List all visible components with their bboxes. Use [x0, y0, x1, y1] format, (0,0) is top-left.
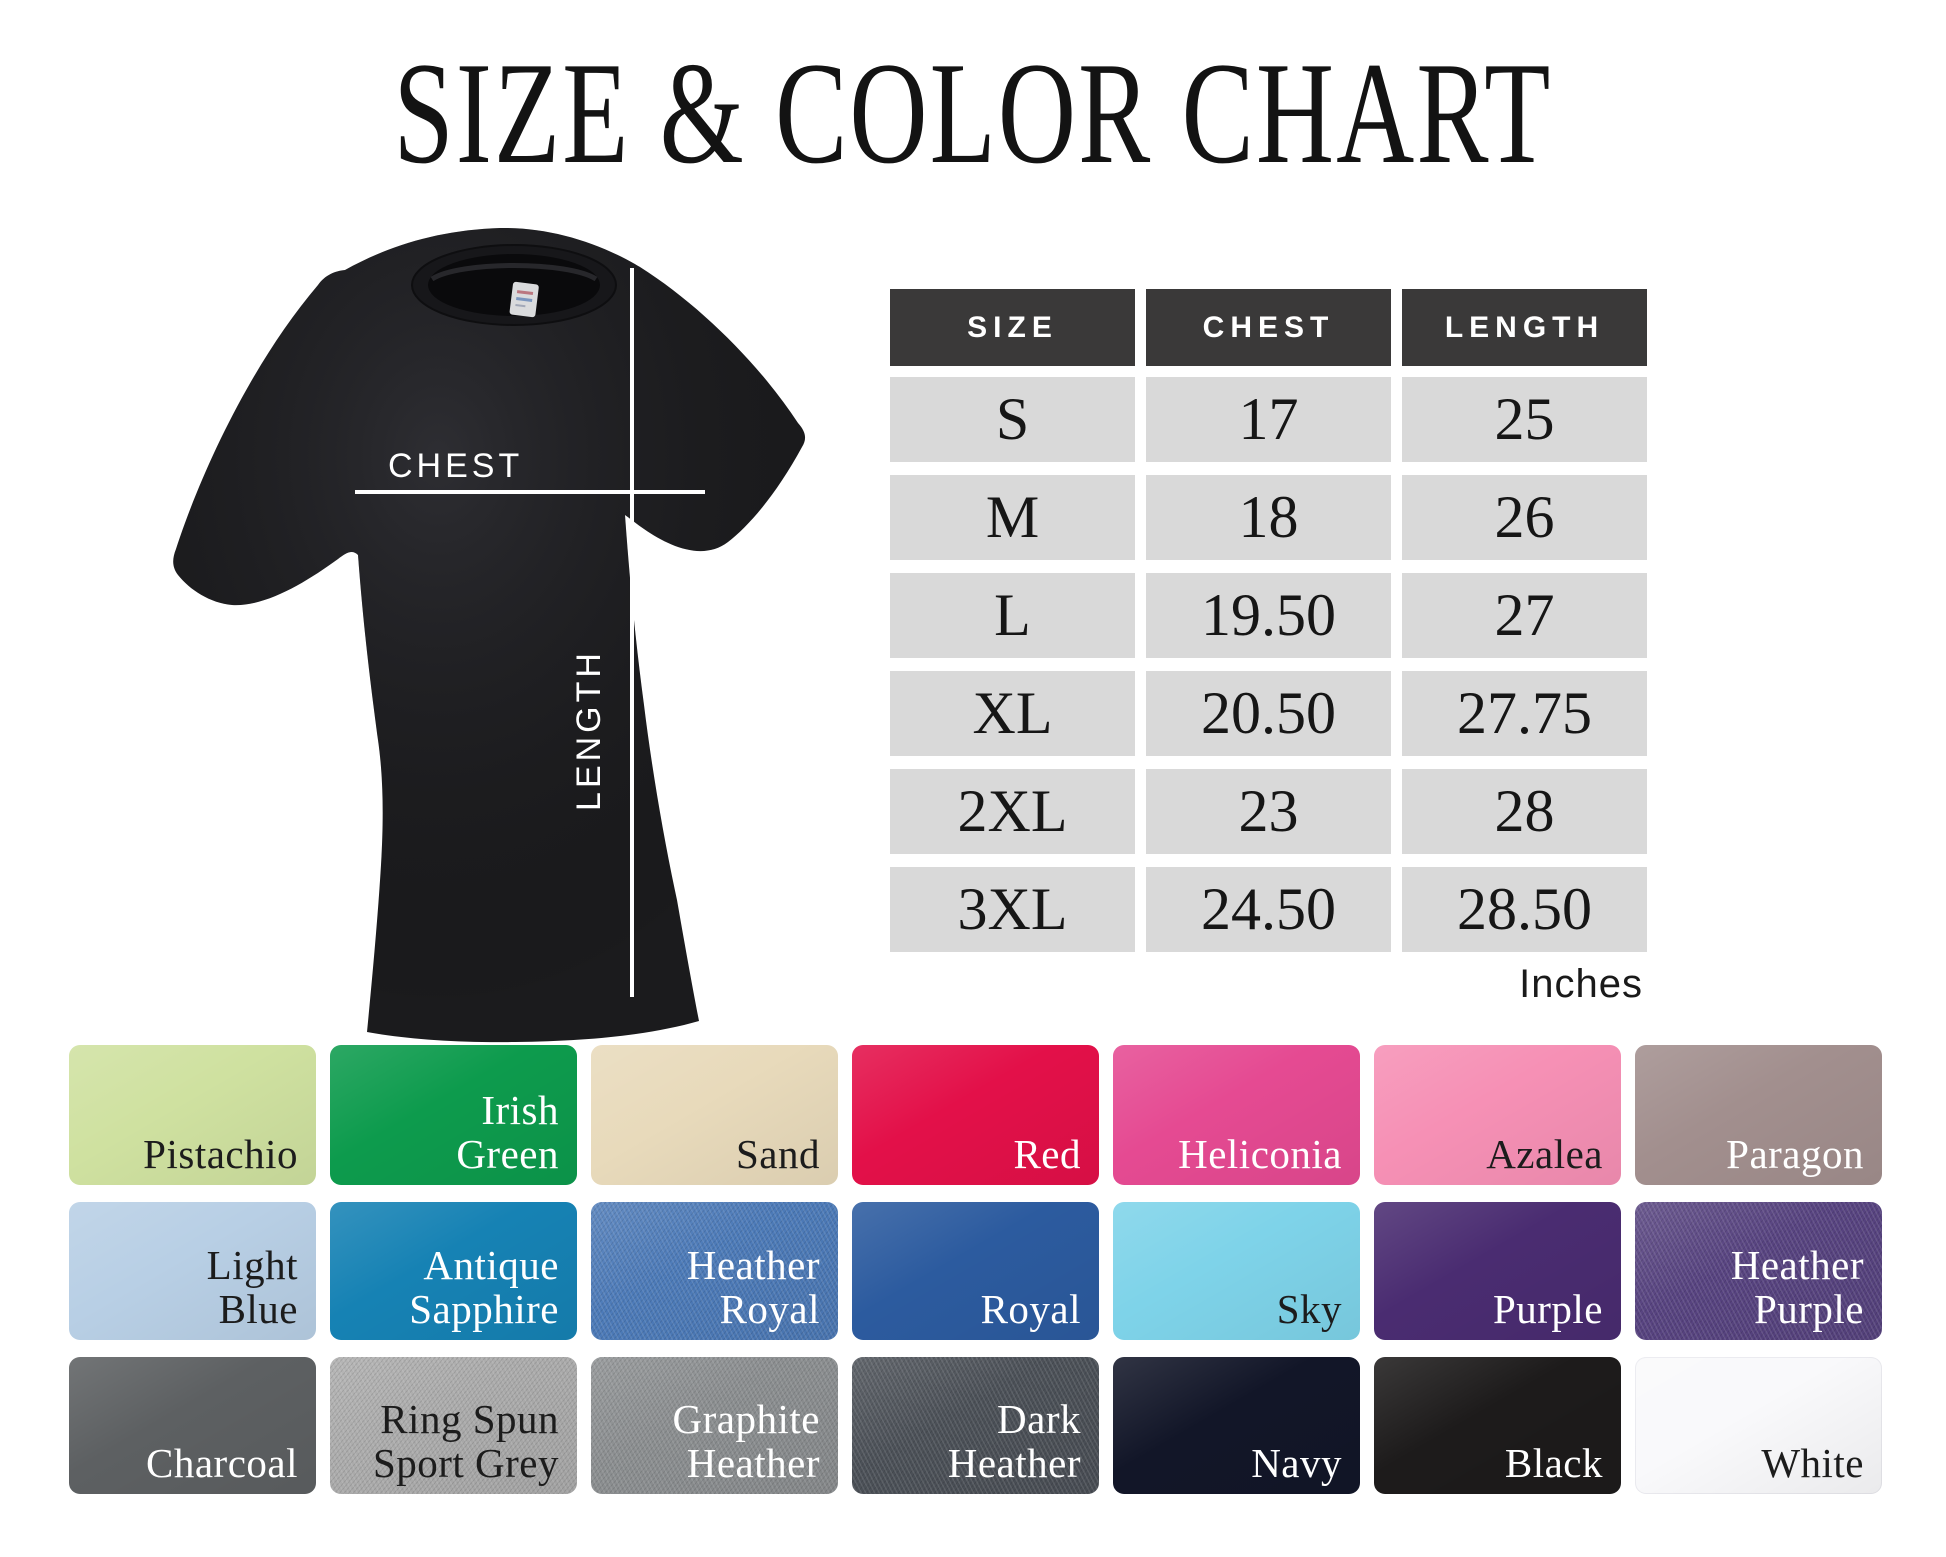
color-swatch-irish-green: Irish Green	[330, 1045, 577, 1185]
color-swatch-azalea: Azalea	[1374, 1045, 1621, 1185]
size-cell-s: S	[890, 377, 1135, 462]
color-swatch-purple: Purple	[1374, 1202, 1621, 1340]
swatch-label: Purple	[1492, 1285, 1603, 1332]
swatch-label: Sky	[1276, 1285, 1342, 1332]
size-cell-l: L	[890, 573, 1135, 658]
color-swatch-ring-spun-sport-grey: Ring Spun Sport Grey	[330, 1357, 577, 1494]
swatch-label: Heather Purple	[1730, 1242, 1864, 1332]
swatch-label: Heather Royal	[686, 1242, 820, 1332]
color-swatch-paragon: Paragon	[1635, 1045, 1882, 1185]
size-table-body: S 17 25 M 18 26 L 19.50 27 XL 20.50 27.75 2XL 23 28 3XL…	[890, 377, 1647, 952]
color-swatch-navy: Navy	[1113, 1357, 1360, 1494]
color-swatch-royal: Royal	[852, 1202, 1099, 1340]
length-cell-m: 26	[1402, 475, 1647, 560]
size-cell-m: M	[890, 475, 1135, 560]
chest-cell-2xl: 23	[1146, 769, 1391, 854]
swatch-label: Azalea	[1486, 1130, 1603, 1177]
color-swatch-charcoal: Charcoal	[69, 1357, 316, 1494]
color-swatch-sand: Sand	[591, 1045, 838, 1185]
color-swatch-red: Red	[852, 1045, 1099, 1185]
tshirt-image: CHEST LENGTH	[173, 227, 806, 1043]
chest-cell-s: 17	[1146, 377, 1391, 462]
swatch-label: Irish Green	[456, 1087, 559, 1177]
length-cell-s: 25	[1402, 377, 1647, 462]
collar-inner-band	[430, 263, 598, 282]
chest-cell-l: 19.50	[1146, 573, 1391, 658]
size-cell-2xl: 2XL	[890, 769, 1135, 854]
size-cell-3xl: 3XL	[890, 867, 1135, 952]
tshirt-shading	[173, 227, 806, 1043]
chest-cell-m: 18	[1146, 475, 1391, 560]
swatch-label: Paragon	[1726, 1130, 1864, 1177]
swatch-label: White	[1761, 1439, 1864, 1486]
length-cell-xl: 27.75	[1402, 671, 1647, 756]
swatch-label: Sand	[736, 1130, 820, 1177]
chest-label: CHEST	[388, 447, 523, 485]
color-swatch-pistachio: Pistachio	[69, 1045, 316, 1185]
chest-cell-xl: 20.50	[1146, 671, 1391, 756]
color-swatch-heather-royal: Heather Royal	[591, 1202, 838, 1340]
column-header-chest: CHEST	[1146, 289, 1391, 366]
neck-tag	[509, 281, 539, 318]
color-swatch-graphite-heather: Graphite Heather	[591, 1357, 838, 1494]
swatch-label: Charcoal	[146, 1439, 298, 1486]
swatch-label: Ring Spun Sport Grey	[372, 1396, 559, 1486]
color-swatch-dark-heather: Dark Heather	[852, 1357, 1099, 1494]
swatch-label: Black	[1504, 1439, 1603, 1486]
unit-label: Inches	[1519, 962, 1643, 1006]
swatch-label: Red	[1013, 1130, 1081, 1177]
chest-cell-3xl: 24.50	[1146, 867, 1391, 952]
swatch-label: Royal	[980, 1285, 1081, 1332]
color-swatch-light-blue: Light Blue	[69, 1202, 316, 1340]
swatch-label: Light Blue	[206, 1242, 298, 1332]
length-label: LENGTH	[570, 649, 608, 811]
page-title: SIZE & COLOR CHART	[393, 32, 1553, 194]
size-table-header-row: SIZE CHEST LENGTH	[890, 289, 1647, 366]
color-swatch-sky: Sky	[1113, 1202, 1360, 1340]
length-cell-3xl: 28.50	[1402, 867, 1647, 952]
length-cell-l: 27	[1402, 573, 1647, 658]
swatch-label: Pistachio	[143, 1130, 298, 1177]
column-header-length: LENGTH	[1402, 289, 1647, 366]
length-cell-2xl: 28	[1402, 769, 1647, 854]
swatch-label: Navy	[1251, 1439, 1342, 1486]
color-swatch-heliconia: Heliconia	[1113, 1045, 1360, 1185]
swatch-label: Antique Sapphire	[409, 1242, 559, 1332]
size-cell-xl: XL	[890, 671, 1135, 756]
color-swatch-black: Black	[1374, 1357, 1621, 1494]
swatch-label: Dark Heather	[947, 1396, 1081, 1486]
color-swatch-grid: Pistachio Irish Green Sand Red Heliconia Azal…	[69, 1045, 1882, 1494]
color-swatch-white: White	[1635, 1357, 1882, 1494]
color-swatch-heather-purple: Heather Purple	[1635, 1202, 1882, 1340]
size-table: SIZE CHEST LENGTH S 17 25 M 18 26 L 19.50 27 XL 20.5…	[890, 289, 1647, 1007]
swatch-label: Heliconia	[1178, 1130, 1342, 1177]
column-header-size: SIZE	[890, 289, 1135, 366]
color-swatch-antique-sapphire: Antique Sapphire	[330, 1202, 577, 1340]
swatch-label: Graphite Heather	[672, 1396, 820, 1486]
